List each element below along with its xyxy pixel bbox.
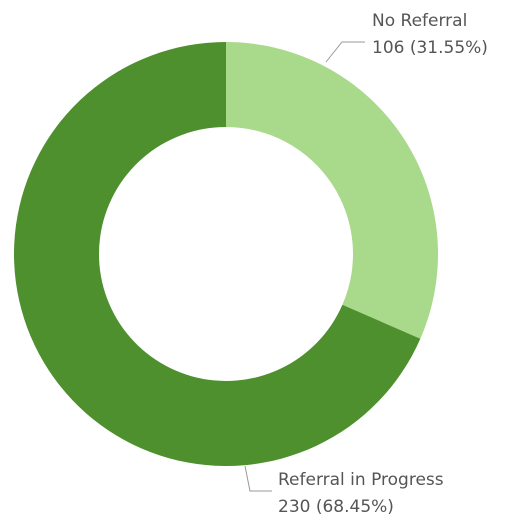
slice-value-label: 230 (68.45%) (278, 497, 394, 517)
donut-slice (226, 42, 438, 339)
slice-label: No Referral (372, 11, 467, 31)
leader-line (244, 465, 272, 492)
slice-value-label: 106 (31.55%) (372, 38, 488, 58)
donut-slice (13, 42, 421, 466)
slice-label: Referral in Progress (278, 470, 444, 490)
leader-line (325, 41, 365, 63)
